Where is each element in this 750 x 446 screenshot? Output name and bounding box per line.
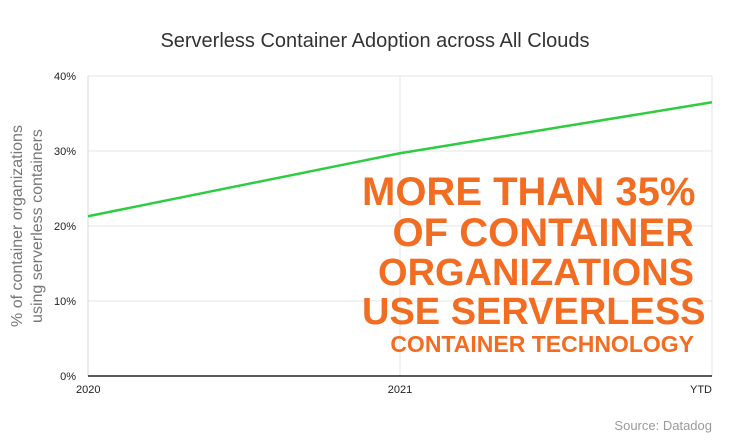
y-axis-label-line: using serverless containers	[29, 129, 46, 323]
y-tick-label: 30%	[54, 146, 76, 158]
series-layer	[87, 101, 713, 218]
y-axis-label: % of container organizations using server…	[9, 125, 46, 327]
callout-line-1: MORE THAN 35%	[362, 170, 696, 214]
y-axis-label-line: % of container organizations	[9, 125, 26, 327]
callout-line-2: OF CONTAINER	[392, 211, 694, 255]
chart-title: Serverless Container Adoption across All…	[160, 30, 590, 52]
x-tick-label: 2021	[388, 384, 412, 396]
axis-layer	[87, 76, 712, 377]
callout-line-4: USE SERVERLESS	[362, 291, 706, 333]
label-layer: 0% 10% 20% 30% 40% 2020 2021 YTD % of container …	[9, 71, 712, 396]
series-line	[87, 101, 713, 218]
y-tick-label: 20%	[54, 221, 76, 233]
y-tick-label: 0%	[60, 371, 76, 383]
x-tick-label: YTD	[690, 384, 712, 396]
callout-text: MORE THAN 35% OF CONTAINER ORGANIZATIONS…	[362, 170, 706, 357]
callout-line-3: ORGANIZATIONS	[378, 252, 694, 294]
y-tick-label: 10%	[54, 296, 76, 308]
callout-line-5: CONTAINER TECHNOLOGY	[390, 331, 694, 357]
y-tick-label: 40%	[54, 71, 76, 83]
grid-layer	[88, 75, 713, 376]
source-note: Source: Datadog	[614, 418, 712, 433]
x-tick-label: 2020	[76, 384, 100, 396]
